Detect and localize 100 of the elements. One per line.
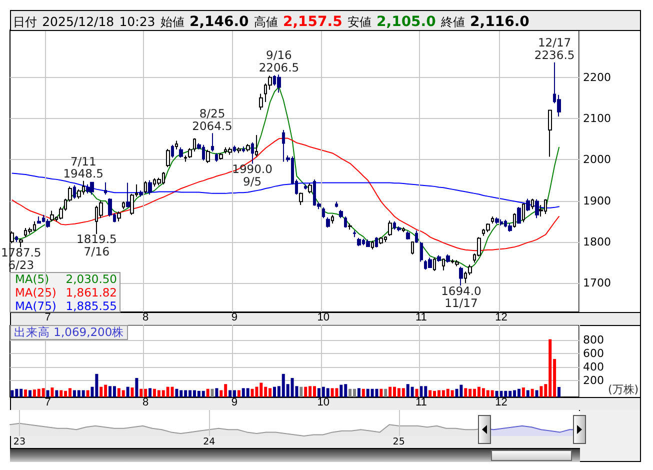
y-tick-label: 2200 <box>583 70 611 84</box>
bar <box>202 390 205 397</box>
bar <box>495 390 498 397</box>
candlestick <box>388 220 392 236</box>
bar <box>348 388 352 397</box>
x-tick-label: 12 <box>495 396 508 408</box>
candlestick <box>175 140 178 150</box>
candlestick <box>508 222 512 232</box>
bar <box>326 388 330 397</box>
candlestick <box>517 206 521 224</box>
candlestick <box>379 236 383 245</box>
candlestick <box>277 74 281 94</box>
candlestick <box>522 202 525 223</box>
bar <box>530 388 534 397</box>
candlestick <box>148 180 152 196</box>
bar <box>140 388 143 397</box>
y-tick-label: 1700 <box>583 276 611 290</box>
candlestick <box>433 257 436 272</box>
bar <box>535 390 538 397</box>
bar <box>28 390 32 397</box>
annotation: 12/17 2236.5 <box>534 36 575 62</box>
bar <box>504 390 508 397</box>
bar <box>450 390 454 397</box>
bar <box>455 388 458 397</box>
y-tick-label: 2000 <box>583 153 611 166</box>
candlestick <box>446 254 450 264</box>
annotation: 8/25 2064.5 <box>192 106 232 133</box>
bar <box>340 384 343 397</box>
candlestick <box>375 236 378 248</box>
bar <box>122 390 125 397</box>
bar <box>388 386 392 397</box>
bar <box>460 384 463 397</box>
bar <box>384 388 388 397</box>
candlestick <box>331 214 334 224</box>
candlestick <box>90 181 94 196</box>
bar <box>362 388 365 397</box>
y-tick-label: 200 <box>583 374 604 388</box>
candlestick <box>233 145 236 153</box>
candlestick <box>211 132 214 152</box>
candlestick <box>188 148 192 159</box>
candlestick <box>366 239 370 248</box>
annotation: 1694.0 11/17 <box>441 284 482 310</box>
x-tick-label: 10 <box>317 396 330 408</box>
candlestick <box>73 184 76 200</box>
bar <box>410 386 414 397</box>
bar <box>335 388 338 397</box>
candlestick <box>126 182 130 208</box>
x-tick-label: 12 <box>495 312 508 324</box>
bar <box>250 388 254 397</box>
candlestick <box>339 209 343 219</box>
x-tick-label: 7 <box>44 312 51 324</box>
bar <box>402 388 405 397</box>
y-tick-label: 800 <box>583 333 604 346</box>
bar <box>246 388 250 397</box>
candlestick <box>322 206 325 219</box>
bar <box>490 390 494 397</box>
x-tick-label: 11 <box>415 396 427 408</box>
bar <box>522 387 525 397</box>
candlestick <box>237 146 241 154</box>
candlestick <box>166 148 170 168</box>
bar <box>100 386 103 397</box>
y-tick-label: 1800 <box>583 236 611 249</box>
bar <box>370 388 374 397</box>
bar <box>108 386 112 397</box>
bar <box>82 390 85 397</box>
bar <box>330 388 334 397</box>
bar <box>86 390 90 397</box>
candlestick <box>442 258 445 271</box>
candlestick <box>531 198 534 210</box>
y-axis-title: (万株) <box>608 383 639 396</box>
candlestick <box>397 226 401 232</box>
x-tick-label: 8 <box>142 396 149 408</box>
bar <box>304 386 308 397</box>
candlestick <box>535 198 539 219</box>
y-tick-label: 600 <box>583 347 604 360</box>
bar <box>148 388 152 397</box>
candlestick <box>308 183 312 194</box>
candlestick <box>437 254 441 262</box>
bar <box>24 390 28 397</box>
text: MA(25) 1,861.82 <box>15 285 117 300</box>
candlestick <box>246 144 250 152</box>
candlestick <box>371 240 374 250</box>
x-tick-label: 24 <box>203 436 216 448</box>
candlestick <box>86 184 90 194</box>
bar <box>375 388 378 397</box>
candlestick <box>122 201 125 210</box>
annotation: 1990.0 9/5 <box>232 162 272 188</box>
bar <box>428 390 432 397</box>
bar <box>50 387 54 397</box>
candlestick <box>348 222 352 230</box>
x-tick-label: 10 <box>317 312 330 324</box>
bar <box>290 378 294 397</box>
candlestick <box>215 152 218 162</box>
candlestick <box>495 216 499 224</box>
candlestick <box>299 192 303 206</box>
candlestick <box>104 182 107 196</box>
candlestick <box>19 238 23 248</box>
annotation: 1819.5 7/16 <box>76 232 117 259</box>
bar <box>228 390 232 397</box>
candlestick <box>304 184 307 190</box>
